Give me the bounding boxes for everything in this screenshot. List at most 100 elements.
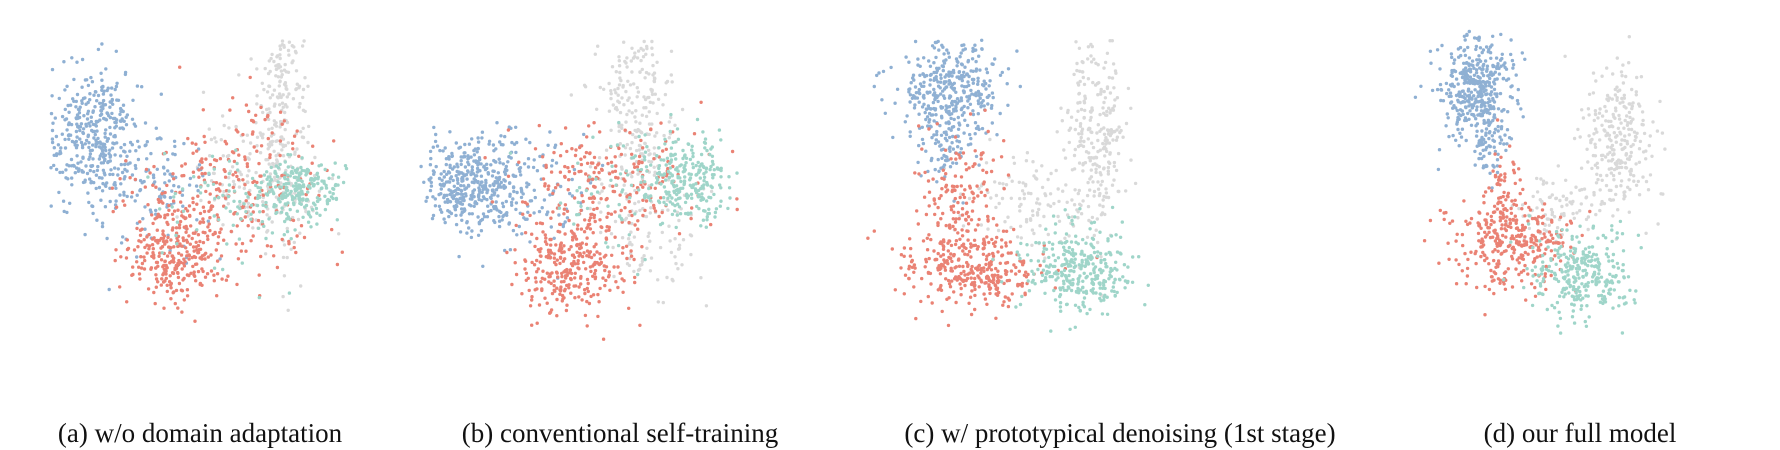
point-red [215, 272, 220, 276]
point-red [602, 264, 606, 268]
point-red [581, 199, 585, 204]
point-gray [289, 247, 293, 251]
point-teal [991, 257, 995, 262]
point-teal [694, 182, 698, 186]
point-gray [1598, 173, 1603, 178]
point-gray [1061, 189, 1065, 193]
point-teal [313, 203, 317, 207]
point-teal [667, 175, 672, 179]
point-blue [72, 140, 77, 145]
point-red [1023, 291, 1027, 295]
point-red [201, 217, 205, 221]
point-red [990, 237, 994, 242]
point-blue [508, 248, 513, 252]
point-blue [479, 174, 484, 178]
point-blue [498, 140, 502, 144]
point-gray [626, 237, 631, 241]
point-red [567, 178, 571, 182]
point-red [123, 203, 127, 207]
point-teal [689, 172, 693, 177]
point-gray [1594, 181, 1599, 185]
point-blue [433, 197, 437, 201]
point-red [146, 287, 151, 291]
point-red [653, 186, 657, 190]
point-blue [508, 194, 512, 198]
point-red [989, 268, 994, 272]
point-blue [425, 195, 429, 200]
point-teal [227, 183, 232, 187]
point-red [180, 164, 184, 168]
point-blue [947, 135, 952, 140]
point-gray [1116, 151, 1121, 156]
point-gray [1015, 235, 1020, 239]
point-gray [298, 231, 302, 235]
point-gray [583, 85, 588, 89]
point-blue [485, 197, 489, 202]
point-gray [280, 73, 284, 77]
point-red [689, 216, 693, 221]
point-red [177, 258, 181, 263]
point-blue [66, 103, 70, 108]
point-blue [100, 101, 105, 106]
point-teal [273, 185, 278, 189]
point-red [572, 284, 576, 288]
point-gray [1616, 126, 1621, 130]
point-red [598, 286, 602, 291]
point-teal [691, 151, 695, 155]
point-red [938, 241, 942, 245]
point-blue [88, 92, 92, 96]
point-gray [653, 92, 657, 96]
point-red [173, 301, 177, 306]
point-red [490, 200, 495, 204]
point-blue [925, 115, 930, 119]
point-teal [686, 142, 690, 146]
point-blue [520, 232, 524, 236]
point-gray [249, 57, 253, 61]
point-blue [55, 152, 59, 156]
point-teal [1042, 241, 1046, 245]
point-red [982, 269, 986, 273]
point-blue [947, 55, 951, 59]
point-red [266, 136, 270, 141]
point-gray [1076, 216, 1080, 220]
point-teal [324, 186, 329, 190]
point-blue [101, 181, 105, 186]
point-red [617, 146, 621, 151]
point-red [1002, 139, 1006, 143]
point-red [994, 316, 998, 320]
point-teal [1115, 290, 1119, 295]
point-red [549, 243, 553, 247]
point-red [591, 177, 595, 181]
point-blue [907, 60, 911, 64]
point-teal [1051, 214, 1056, 218]
point-teal [678, 212, 683, 216]
point-gray [977, 186, 981, 191]
point-red [159, 258, 164, 262]
point-red [198, 159, 203, 163]
point-blue [108, 155, 112, 159]
point-red [559, 241, 563, 245]
point-teal [1049, 329, 1053, 333]
point-blue [64, 168, 68, 172]
point-red [586, 223, 591, 227]
point-gray [294, 69, 299, 73]
point-teal [691, 165, 695, 170]
point-teal [199, 185, 203, 189]
point-gray [1070, 198, 1074, 202]
point-blue [98, 101, 102, 106]
point-gray [330, 176, 335, 181]
point-gray [671, 279, 675, 283]
point-teal [1073, 303, 1078, 307]
point-blue [459, 183, 463, 188]
point-red [295, 234, 299, 238]
point-red [258, 174, 262, 178]
point-blue [467, 142, 472, 146]
point-red [591, 195, 596, 199]
point-red [205, 234, 210, 238]
point-gray [648, 211, 652, 215]
point-red [959, 286, 963, 291]
point-red [604, 278, 608, 283]
point-red [977, 217, 981, 222]
point-red [585, 236, 589, 240]
point-gray [617, 124, 621, 129]
